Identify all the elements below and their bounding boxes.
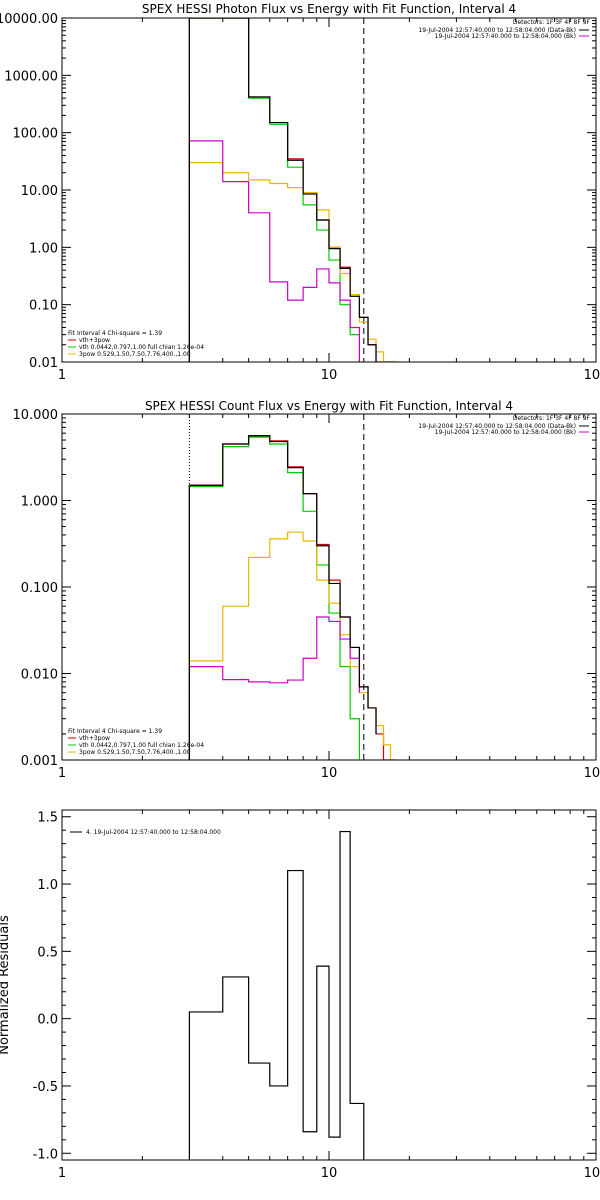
legend-entry: vth+3pow [79, 337, 110, 344]
series-3pow [188, 531, 398, 760]
y-tick-label: 1000.00 [4, 69, 58, 84]
chart-title: SPEX HESSI Count Flux vs Energy with Fit… [145, 399, 513, 413]
y-tick-label: 10000.00 [0, 12, 58, 27]
series-vth-3pow [188, 435, 398, 760]
legend-entry: 19-Jul-2004 12:57:40.000 to 12:58:04.000… [435, 429, 576, 436]
panel-2: SPEX HESSI Count Flux vs Energy with Fit… [13, 399, 600, 781]
detectors-label: Detectors: 1F 3F 4F 8F 9F [513, 415, 591, 422]
y-tick-label: 10.00 [21, 184, 58, 199]
panel-1: SPEX HESSI Photon Flux vs Energy with Fi… [0, 2, 600, 383]
plot-frame [61, 17, 597, 363]
x-tick-label: 10 [321, 1166, 338, 1181]
y-axis-label: Normalized Residuals [0, 915, 12, 1055]
legend-entry: 19-Jul-2004 12:57:40.000 to 12:58:04.000… [418, 423, 576, 430]
legend-entry: vth+3pow [79, 735, 110, 742]
legend-entry: Fit Interval 4 Chi-square = 1.39 [68, 330, 162, 337]
legend-entry: 3pow 0.529,1.50,7.50,7.76,400.,1.00 [79, 749, 191, 756]
x-tick-label: 100 [584, 368, 600, 383]
y-tick-label: -0.5 [33, 1080, 58, 1095]
detectors-label: Detectors: 1F 3F 4F 8F 9F [513, 19, 591, 26]
y-tick-label: 0.010 [21, 668, 58, 683]
series-vth-3pow [188, 18, 398, 362]
y-tick-label: 100.00 [13, 127, 59, 142]
y-tick-label: 0.5 [37, 945, 58, 960]
y-tick-label: 0.001 [21, 754, 58, 769]
series-data-bk [188, 435, 377, 760]
series-3pow [188, 162, 398, 362]
y-tick-label: 1.5 [37, 811, 58, 826]
y-tick-label: 0.01 [29, 356, 58, 371]
x-tick-label: 100 [584, 1166, 600, 1181]
y-tick-label: 0.0 [37, 1013, 58, 1028]
series-bk [188, 140, 361, 362]
series-residuals [188, 830, 365, 1160]
chart-title: SPEX HESSI Photon Flux vs Energy with Fi… [142, 2, 516, 16]
legend-entry: 19-Jul-2004 12:57:40.000 to 12:58:04.000… [435, 33, 576, 40]
y-tick-label: 1.0 [37, 878, 58, 893]
legend-entry: 4. 19-Jul-2004 12:57:40.000 to 12:58:04.… [86, 829, 221, 836]
x-tick-label: 10 [321, 766, 338, 781]
series-data-bk [188, 18, 377, 362]
y-tick-label: -1.0 [33, 1147, 58, 1162]
x-tick-label: 1 [58, 766, 66, 781]
x-tick-label: 1 [58, 368, 66, 383]
x-tick-label: 10 [321, 368, 338, 383]
legend-entry: vth 0.0442,0.797,1.00 full chian 1.26e-0… [79, 742, 204, 749]
legend-entry: 19-Jul-2004 12:57:40.000 to 12:58:04.000… [418, 27, 576, 34]
legend-entry: Fit Interval 4 Chi-square = 1.39 [68, 728, 162, 735]
x-tick-label: 100 [584, 766, 600, 781]
y-tick-label: 0.100 [21, 581, 58, 596]
x-tick-label: 1 [58, 1166, 66, 1181]
y-tick-label: 1.000 [21, 495, 58, 510]
series-bk [188, 616, 361, 760]
y-tick-label: 10.000 [13, 408, 59, 423]
y-tick-label: 0.10 [29, 299, 58, 314]
legend-entry: vth 0.0442,0.797,1.00 full chian 1.26e-0… [79, 344, 204, 351]
legend-entry: 3pow 0.529,1.50,7.50,7.76,400.,1.00 [79, 351, 191, 358]
panel-3: 1 10 100 -1.0 -0.5 0.0 0.5 1.0 1.5 Normalized Res… [0, 809, 600, 1181]
series-vth [188, 18, 361, 362]
y-tick-label: 1.00 [29, 241, 58, 256]
